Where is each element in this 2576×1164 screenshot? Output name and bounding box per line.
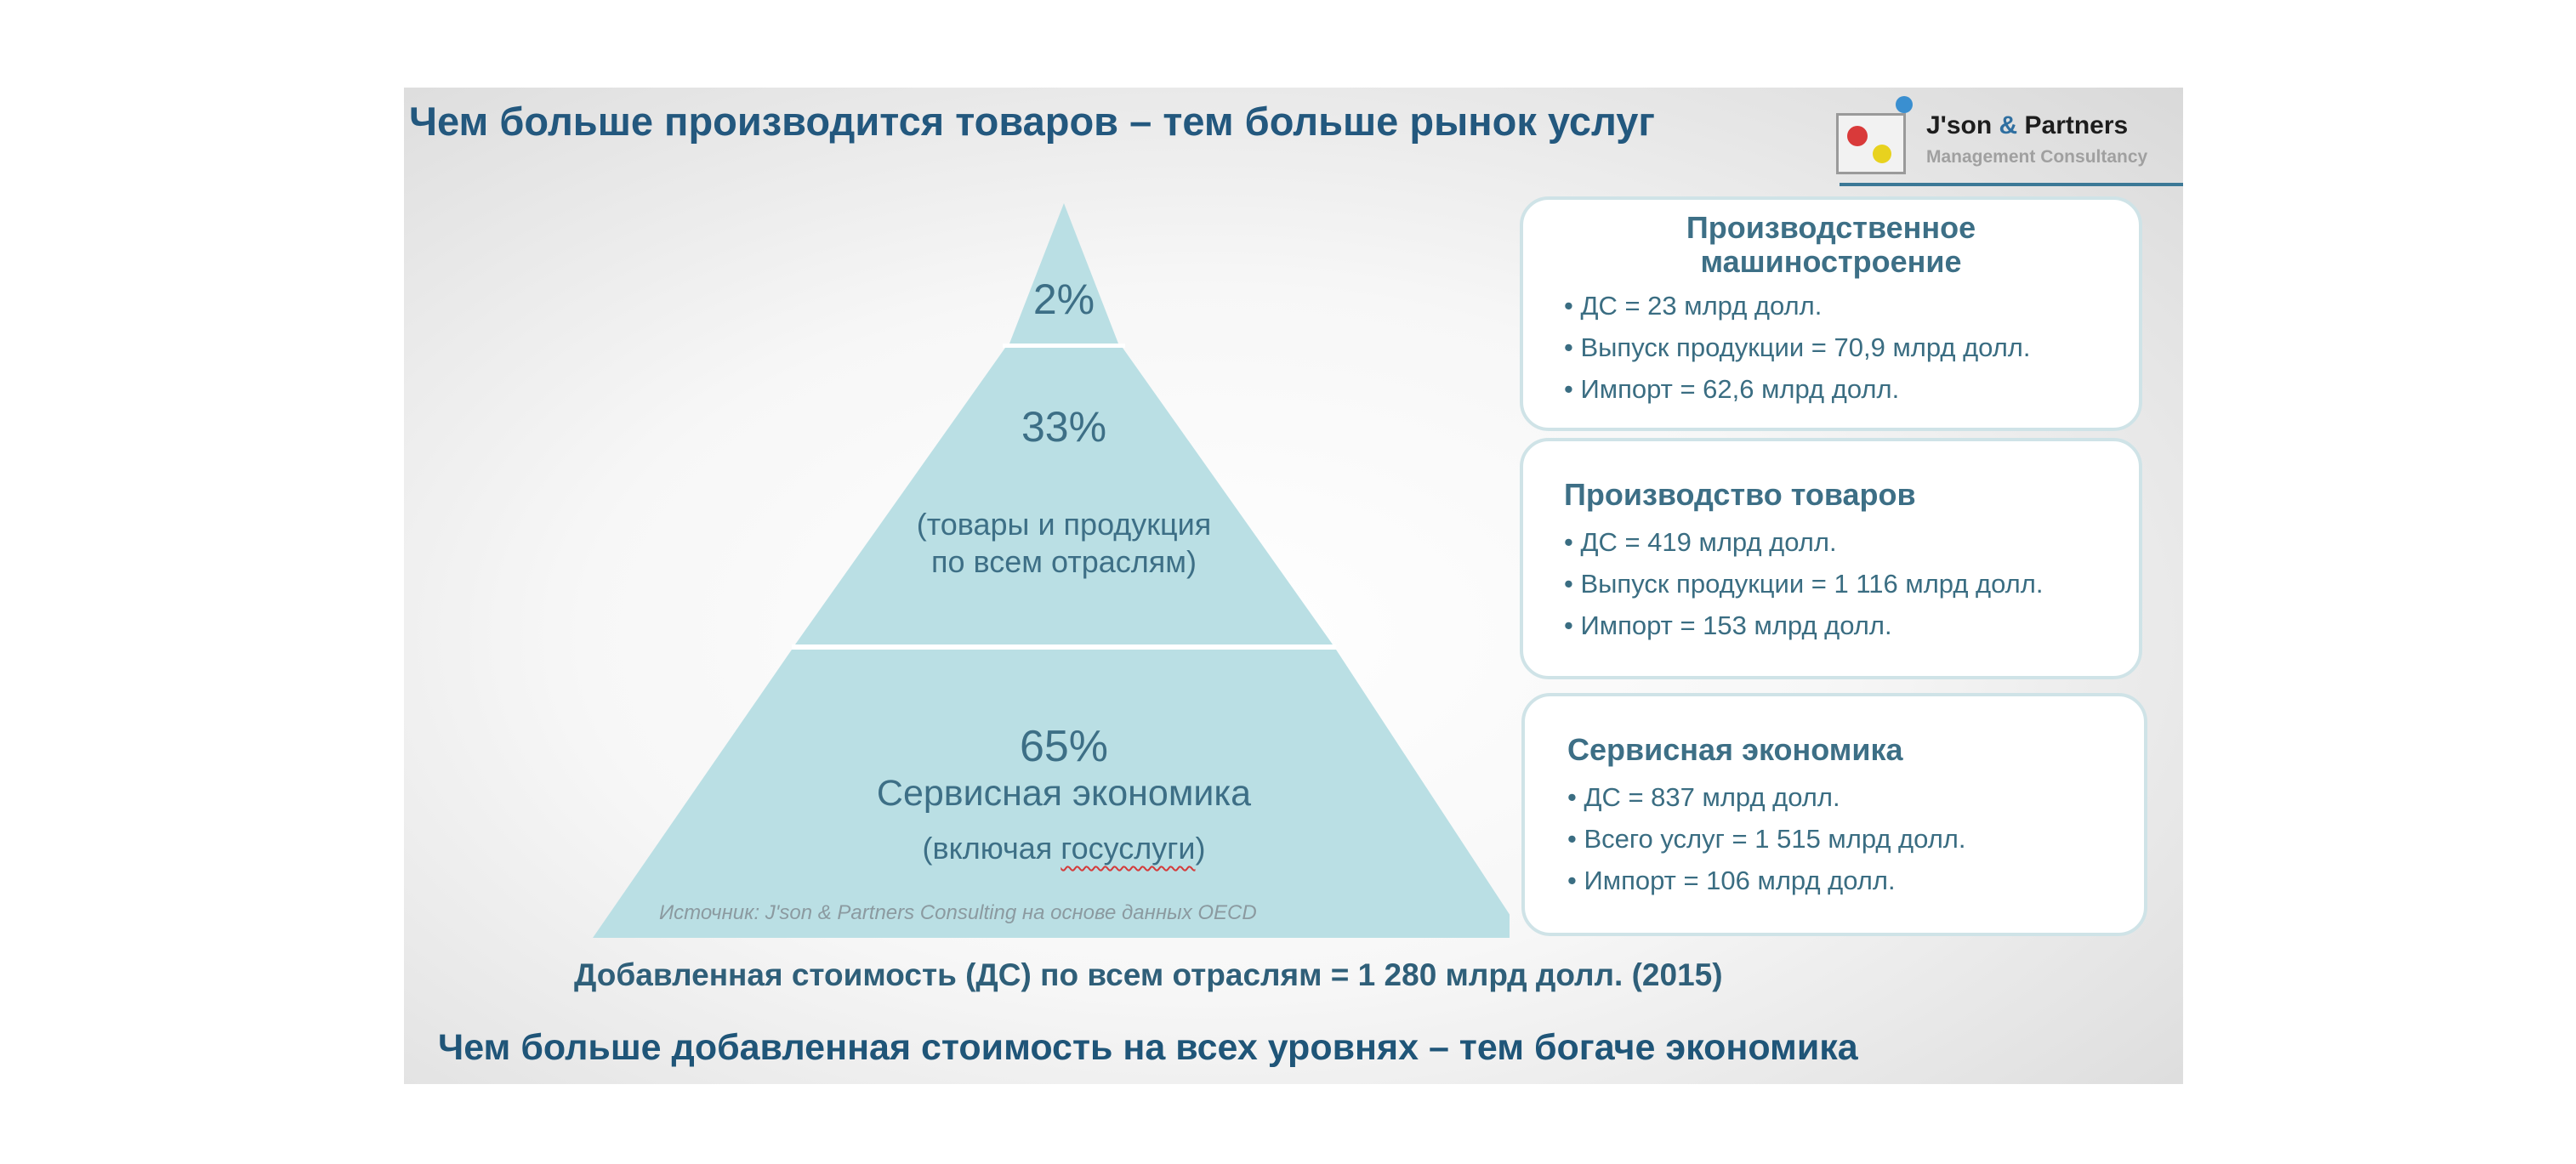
slide-title: Чем больше производится товаров – тем бо… bbox=[409, 99, 1655, 144]
card-item-list: ДС = 837 млрд долл. Всего услуг = 1 515 … bbox=[1567, 776, 1966, 901]
card-service-economy: Сервисная экономика ДС = 837 млрд долл. … bbox=[1521, 693, 2147, 936]
list-item: Всего услуг = 1 515 млрд долл. bbox=[1567, 818, 1965, 860]
slide: Чем больше производится товаров – тем бо… bbox=[404, 88, 2183, 1084]
conclusion-text: Чем больше добавленная стоимость на всех… bbox=[438, 1027, 1858, 1068]
card-title-line1: Производственное bbox=[1686, 210, 1976, 245]
tier-middle-label-line1: (товары и продукция bbox=[916, 507, 1212, 542]
tier-middle-label-line2: по всем отраслям) bbox=[930, 544, 1197, 579]
list-item: Выпуск продукции = 70,9 млрд долл. bbox=[1564, 326, 2030, 368]
pyramid-diagram bbox=[593, 203, 1510, 938]
pyramid-tier-bottom bbox=[593, 650, 1510, 938]
logo-name: J'son & Partners bbox=[1926, 111, 2129, 139]
logo-icon bbox=[1836, 113, 1906, 174]
header-divider bbox=[1840, 183, 2183, 186]
card-item-list: ДС = 23 млрд долл. Выпуск продукции = 70… bbox=[1564, 285, 2031, 410]
list-item: Импорт = 106 млрд долл. bbox=[1567, 860, 1966, 901]
list-item: ДС = 837 млрд долл. bbox=[1567, 776, 1966, 818]
pyramid-tier-middle bbox=[795, 348, 1333, 644]
card-title-line2: машиностроение bbox=[1700, 244, 1962, 279]
value-added-total: Добавленная стоимость (ДС) по всем отрас… bbox=[574, 957, 1723, 992]
list-item: Импорт = 153 млрд долл. bbox=[1564, 605, 2043, 646]
card-goods-production: Производство товаров ДС = 419 млрд долл.… bbox=[1520, 438, 2142, 679]
tier-top-percent: 2% bbox=[1032, 275, 1095, 323]
card-title: Сервисная экономика bbox=[1567, 732, 1903, 767]
tier-bottom-percent: 65% bbox=[1019, 722, 1109, 771]
card-item-list: ДС = 419 млрд долл. Выпуск продукции = 1… bbox=[1564, 521, 2043, 646]
list-item: ДС = 23 млрд долл. bbox=[1564, 285, 2031, 326]
list-item: Выпуск продукции = 1 116 млрд долл. bbox=[1564, 563, 2043, 605]
tier-middle-percent: 33% bbox=[1021, 403, 1107, 451]
company-logo: J'son & Partners Management Consultancy bbox=[1836, 96, 2183, 190]
tier-bottom-label: Сервисная экономика bbox=[876, 773, 1252, 814]
list-item: Импорт = 62,6 млрд долл. bbox=[1564, 368, 2031, 410]
card-machine-building: Производственное машиностроение ДС = 23 … bbox=[1520, 196, 2142, 431]
source-note: Источник: J'son & Partners Consulting на… bbox=[659, 901, 1257, 924]
card-title: Производство товаров bbox=[1564, 477, 1916, 512]
list-item: ДС = 419 млрд долл. bbox=[1564, 521, 2043, 563]
logo-subtitle: Management Consultancy bbox=[1926, 147, 2148, 167]
tier-bottom-note: (включая госуслуги) bbox=[922, 831, 1206, 866]
pyramid-tier-top bbox=[1009, 203, 1118, 344]
